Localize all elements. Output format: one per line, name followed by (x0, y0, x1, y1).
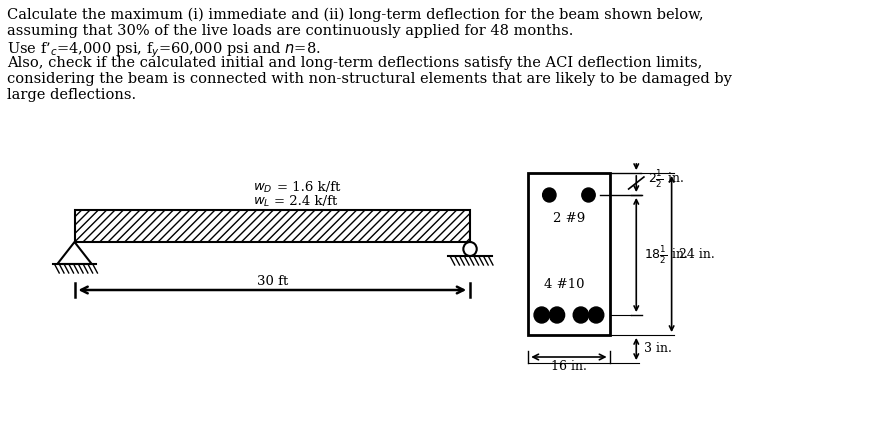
Text: Calculate the maximum (i) immediate and (ii) long-term deflection for the beam s: Calculate the maximum (i) immediate and … (7, 8, 703, 22)
Text: assuming that 30% of the live loads are continuously applied for 48 months.: assuming that 30% of the live loads are … (7, 24, 573, 38)
Text: $18\frac{1}{2}$ in.: $18\frac{1}{2}$ in. (644, 244, 688, 266)
Text: = 1.6 k/ft: = 1.6 k/ft (277, 181, 340, 194)
Text: $w_L$: $w_L$ (253, 196, 271, 208)
Circle shape (582, 188, 595, 202)
Text: 30 ft: 30 ft (257, 275, 288, 288)
Text: 3 in.: 3 in. (644, 342, 672, 356)
Text: 24 in.: 24 in. (679, 248, 715, 260)
Circle shape (588, 307, 604, 323)
Text: 16 in.: 16 in. (551, 360, 587, 373)
Circle shape (543, 188, 556, 202)
Text: = 2.4 k/ft: = 2.4 k/ft (274, 196, 338, 208)
Text: 4 #10: 4 #10 (544, 278, 584, 291)
Circle shape (550, 307, 565, 323)
Text: large deflections.: large deflections. (7, 88, 135, 102)
Circle shape (573, 307, 588, 323)
Text: $w_D$: $w_D$ (253, 181, 273, 194)
Text: considering the beam is connected with non-structural elements that are likely t: considering the beam is connected with n… (7, 72, 732, 86)
Bar (75, 210, 470, 242)
Bar (528, 173, 609, 335)
Circle shape (534, 307, 550, 323)
Text: 2 #9: 2 #9 (552, 211, 585, 224)
Text: Also, check if the calculated initial and long-term deflections satisfy the ACI : Also, check if the calculated initial an… (7, 56, 702, 70)
Text: $2\frac{1}{2}$ in.: $2\frac{1}{2}$ in. (648, 168, 683, 190)
Text: Use f’$_c$=4,000 psi, f$_y$=60,000 psi and $n$=8.: Use f’$_c$=4,000 psi, f$_y$=60,000 psi a… (7, 40, 320, 60)
